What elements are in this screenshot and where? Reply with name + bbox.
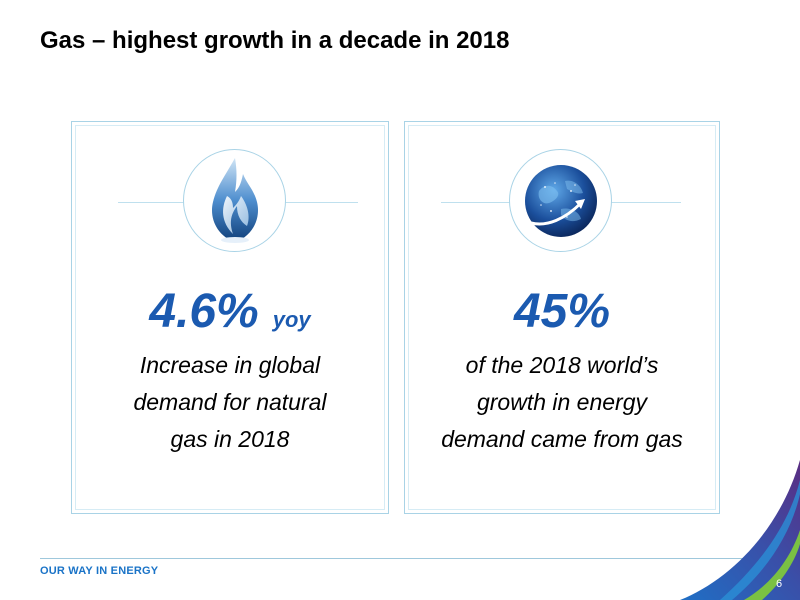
gas-flame-icon	[183, 149, 286, 252]
stat-description: of the 2018 world’s growth in energy dem…	[441, 352, 683, 452]
stat-card-gas-demand: 4.6% yoy Increase in global demand for na…	[71, 121, 389, 514]
stat-card-energy-growth: 45% of the 2018 world’s growth in energy…	[404, 121, 720, 514]
stat-value: 45%	[513, 285, 611, 338]
brand-swoosh	[680, 460, 800, 600]
stat-value: 4.6%	[149, 285, 259, 338]
stat-gas-demand: 4.6% yoy	[72, 284, 388, 339]
globe-icon	[509, 149, 612, 252]
footer-divider	[40, 558, 800, 559]
stat-description: Increase in global demand for natural ga…	[133, 352, 327, 452]
slide-title: Gas – highest growth in a decade in 2018	[40, 27, 510, 54]
stat-unit: yoy	[272, 307, 311, 332]
footer-tagline: OUR WAY IN ENERGY	[40, 565, 159, 577]
stat-energy-growth: 45%	[405, 284, 719, 339]
page-number: 6	[776, 578, 783, 590]
